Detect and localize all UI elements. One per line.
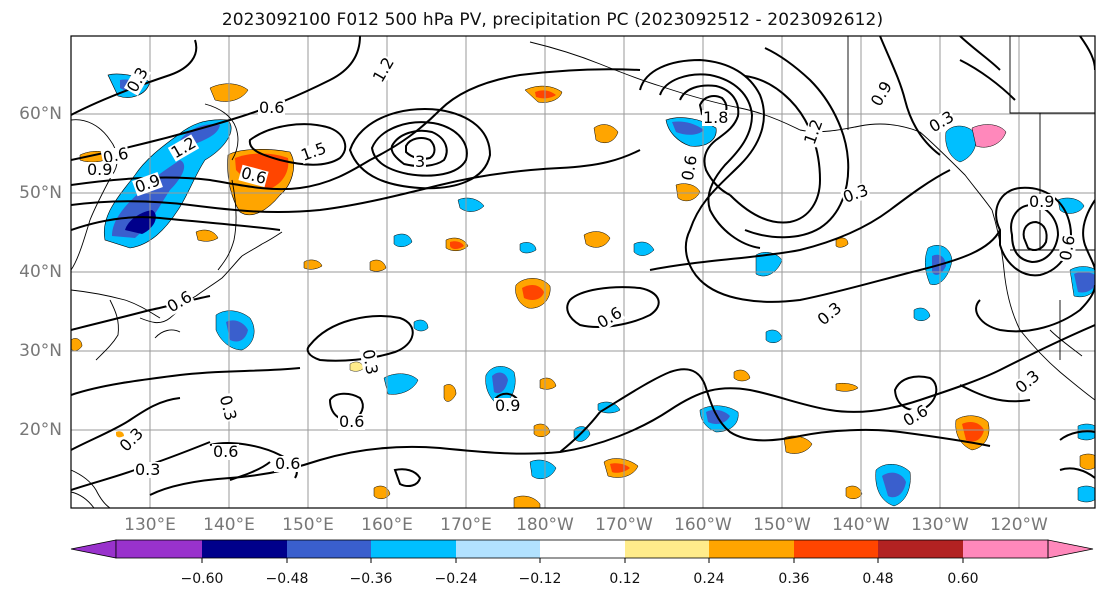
colorbar-tick-label: 0.12 <box>609 571 641 587</box>
map-frame <box>70 35 1096 509</box>
page-title: 2023092100 F012 500 hPa PV, precipitatio… <box>221 10 884 30</box>
colorbar-extend-low <box>70 539 117 559</box>
colorbar-tick-label: 0.48 <box>862 571 894 587</box>
colorbar-bin <box>116 540 202 558</box>
colorbar-bin <box>371 540 456 558</box>
lat-label: 20°N <box>19 420 62 440</box>
graticule <box>71 36 1095 508</box>
lon-label: 140°W <box>832 515 890 535</box>
colorbar-tick-label: 0.24 <box>693 571 725 587</box>
lon-label: 120°W <box>990 515 1048 535</box>
lon-label: 160°W <box>674 515 732 535</box>
colorbar-bin <box>287 540 371 558</box>
colorbar-bin <box>456 540 540 558</box>
lon-label: 140°E <box>203 515 255 535</box>
colorbar-tick-label: −0.60 <box>180 571 224 587</box>
lon-label: 150°W <box>753 515 811 535</box>
colorbar-tick-label: −0.24 <box>434 571 478 587</box>
colorbar-bin <box>625 540 709 558</box>
colorbar-tick-label: 0.60 <box>947 571 979 587</box>
colorbar-tick-label: −0.48 <box>265 571 309 587</box>
lon-label: 170°E <box>440 515 492 535</box>
lat-label: 40°N <box>19 262 62 282</box>
colorbar-bin <box>794 540 878 558</box>
colorbar-extend-high <box>1047 539 1094 559</box>
lat-label: 30°N <box>19 341 62 361</box>
colorbar-tick-label: −0.12 <box>518 571 562 587</box>
lon-label: 130°E <box>124 515 176 535</box>
colorbar <box>70 539 1094 563</box>
lat-label: 60°N <box>19 104 62 124</box>
colorbar-bin <box>709 540 794 558</box>
lon-label: 170°W <box>595 515 653 535</box>
colorbar-bin <box>540 540 625 558</box>
lon-label: 150°E <box>282 515 334 535</box>
colorbar-tick-label: −0.36 <box>349 571 393 587</box>
colorbar-bin <box>963 540 1048 558</box>
map-layers <box>71 36 1095 508</box>
lon-label: 130°W <box>911 515 969 535</box>
colorbar-bin <box>878 540 963 558</box>
lon-label: 160°E <box>361 515 413 535</box>
colorbar-bin <box>202 540 287 558</box>
lat-label: 50°N <box>19 183 62 203</box>
colorbar-tick-label: 0.36 <box>778 571 810 587</box>
lon-label: 180°W <box>516 515 574 535</box>
